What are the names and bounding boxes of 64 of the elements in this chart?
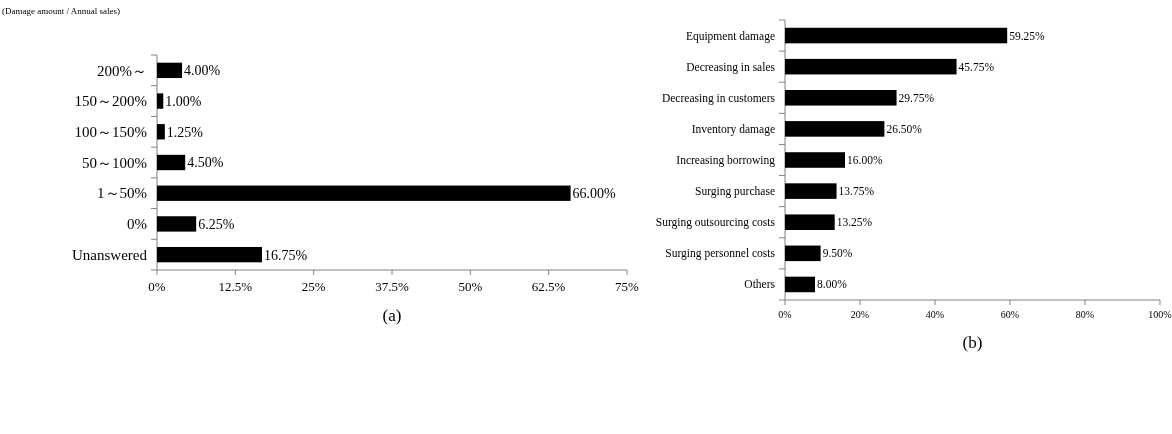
y-tick-label: Decreasing in sales	[686, 60, 776, 74]
bar	[785, 90, 897, 106]
x-axis-title: (b)	[962, 333, 983, 352]
x-tick-label: 25%	[301, 279, 326, 294]
x-tick-label: 0%	[148, 279, 166, 294]
data-label: 1.25%	[166, 124, 204, 140]
bar	[785, 27, 1008, 44]
y-tick-label: Equipment damage	[685, 29, 775, 43]
y-tick-label: Decreasing in customers	[661, 91, 776, 105]
y-tick-label: Unanswered	[72, 246, 148, 263]
data-label: 4.00%	[184, 63, 221, 79]
data-label: 59.25%	[1009, 29, 1046, 42]
data-label: 29.75%	[898, 91, 935, 104]
x-tick-label: 75%	[615, 279, 640, 294]
y-tick-label: 50～100%	[82, 154, 147, 171]
bar	[785, 152, 845, 168]
x-tick-label: 100%	[1148, 309, 1172, 320]
x-tick-label: 50%	[458, 279, 483, 294]
bar	[785, 214, 835, 230]
data-label: 16.00%	[847, 154, 883, 167]
data-label: 1.00%	[165, 93, 202, 109]
x-tick-label: 40%	[925, 309, 945, 320]
x-tick-label: 60%	[1000, 309, 1020, 320]
y-tick-label: 150～200%	[74, 93, 147, 110]
x-tick-label: 62.5%	[531, 279, 566, 294]
data-label: 9.50%	[822, 247, 853, 260]
data-label: 26.50%	[886, 122, 923, 135]
bar	[785, 58, 957, 75]
x-tick-label: 0%	[778, 309, 792, 320]
data-label: 13.75%	[838, 185, 875, 198]
bar	[785, 121, 885, 137]
data-label: 6.25%	[198, 216, 235, 232]
data-label: 45.75%	[958, 60, 995, 73]
x-tick-label: 80%	[1075, 309, 1095, 320]
bar	[157, 62, 183, 79]
data-label: 8.00%	[817, 278, 848, 291]
x-tick-label: 12.5%	[218, 279, 253, 294]
data-label: 4.50%	[187, 155, 224, 171]
bar	[785, 183, 837, 199]
y-tick-label: 200%～	[97, 62, 147, 79]
x-axis-title: (a)	[382, 306, 402, 325]
data-label: 13.25%	[836, 216, 873, 229]
y-tick-label: 0%	[127, 216, 147, 233]
bar	[157, 216, 197, 232]
y-tick-label: Increasing borrowing	[676, 154, 776, 168]
bar	[785, 245, 821, 262]
bar	[157, 93, 164, 109]
x-tick-label: 20%	[850, 309, 870, 320]
bar	[157, 246, 262, 263]
y-tick-label: Surging purchase	[695, 185, 775, 199]
y-tick-label: Inventory damage	[691, 122, 775, 136]
y-tick-label: 100～150%	[74, 124, 147, 141]
bar	[157, 124, 165, 140]
x-tick-label: 37.5%	[375, 279, 409, 294]
text: (Damage amount / Annual sales)	[2, 6, 120, 16]
y-tick-label: Surging personnel costs	[665, 247, 776, 261]
y-tick-label: Others	[744, 278, 776, 291]
y-tick-label: Surging outsourcing costs	[655, 216, 776, 230]
bar	[157, 185, 571, 201]
y-tick-label: 1～50%	[97, 185, 147, 202]
data-label: 16.75%	[263, 247, 308, 263]
data-label: 66.00%	[572, 186, 617, 202]
bar	[157, 154, 186, 171]
bar	[785, 276, 815, 293]
